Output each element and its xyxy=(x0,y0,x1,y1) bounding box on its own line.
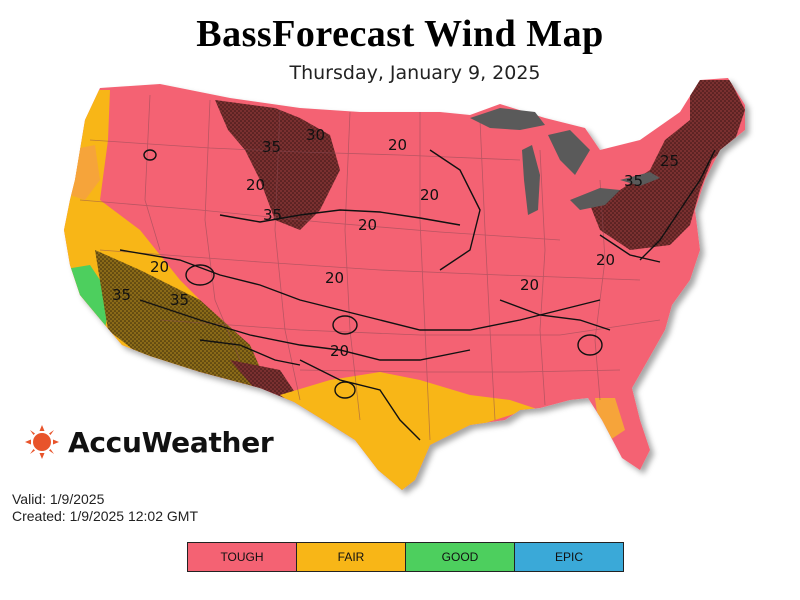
contour-label: 20 xyxy=(325,269,344,287)
map-date: Thursday, January 9, 2025 xyxy=(289,62,541,84)
legend-epic: EPIC xyxy=(515,543,623,571)
contour-label: 35 xyxy=(112,286,131,304)
strong-wind-arizona xyxy=(230,360,300,400)
legend-good: GOOD xyxy=(406,543,515,571)
wind-contours xyxy=(119,149,716,441)
contour-label: 20 xyxy=(330,342,349,360)
legend-tough: TOUGH xyxy=(188,543,297,571)
contour-label: 35 xyxy=(262,138,281,156)
accuweather-logo: AccuWeather xyxy=(24,424,274,460)
contour-label: 20 xyxy=(388,136,407,154)
contour-label: 20 xyxy=(596,251,615,269)
fair-zone-florida xyxy=(595,398,625,440)
fair-zone-texas xyxy=(280,372,540,490)
sun-icon xyxy=(25,425,59,459)
contour-label: 25 xyxy=(660,152,679,170)
contour-label: 30 xyxy=(306,126,325,144)
legend: TOUGH FAIR GOOD EPIC xyxy=(187,542,624,572)
contour-label: 20 xyxy=(420,186,439,204)
brand-name: AccuWeather xyxy=(68,425,274,459)
created-date: Created: 1/9/2025 12:02 GMT xyxy=(12,508,198,524)
contour-label: 35 xyxy=(170,291,189,309)
contour-label: 35 xyxy=(624,172,643,190)
great-lakes xyxy=(470,108,660,215)
contour-label: 20 xyxy=(520,276,539,294)
valid-date: Valid: 1/9/2025 xyxy=(12,491,105,507)
strong-wind-southwest xyxy=(95,250,270,390)
state-borders xyxy=(79,94,661,441)
legend-fair: FAIR xyxy=(297,543,406,571)
contour-label: 35 xyxy=(263,206,282,224)
map-title: BassForecast Wind Map xyxy=(196,13,604,55)
strong-wind-northeast xyxy=(590,80,745,250)
contour-label: 20 xyxy=(150,258,169,276)
contour-label: 20 xyxy=(246,176,265,194)
contour-label: 20 xyxy=(358,216,377,234)
